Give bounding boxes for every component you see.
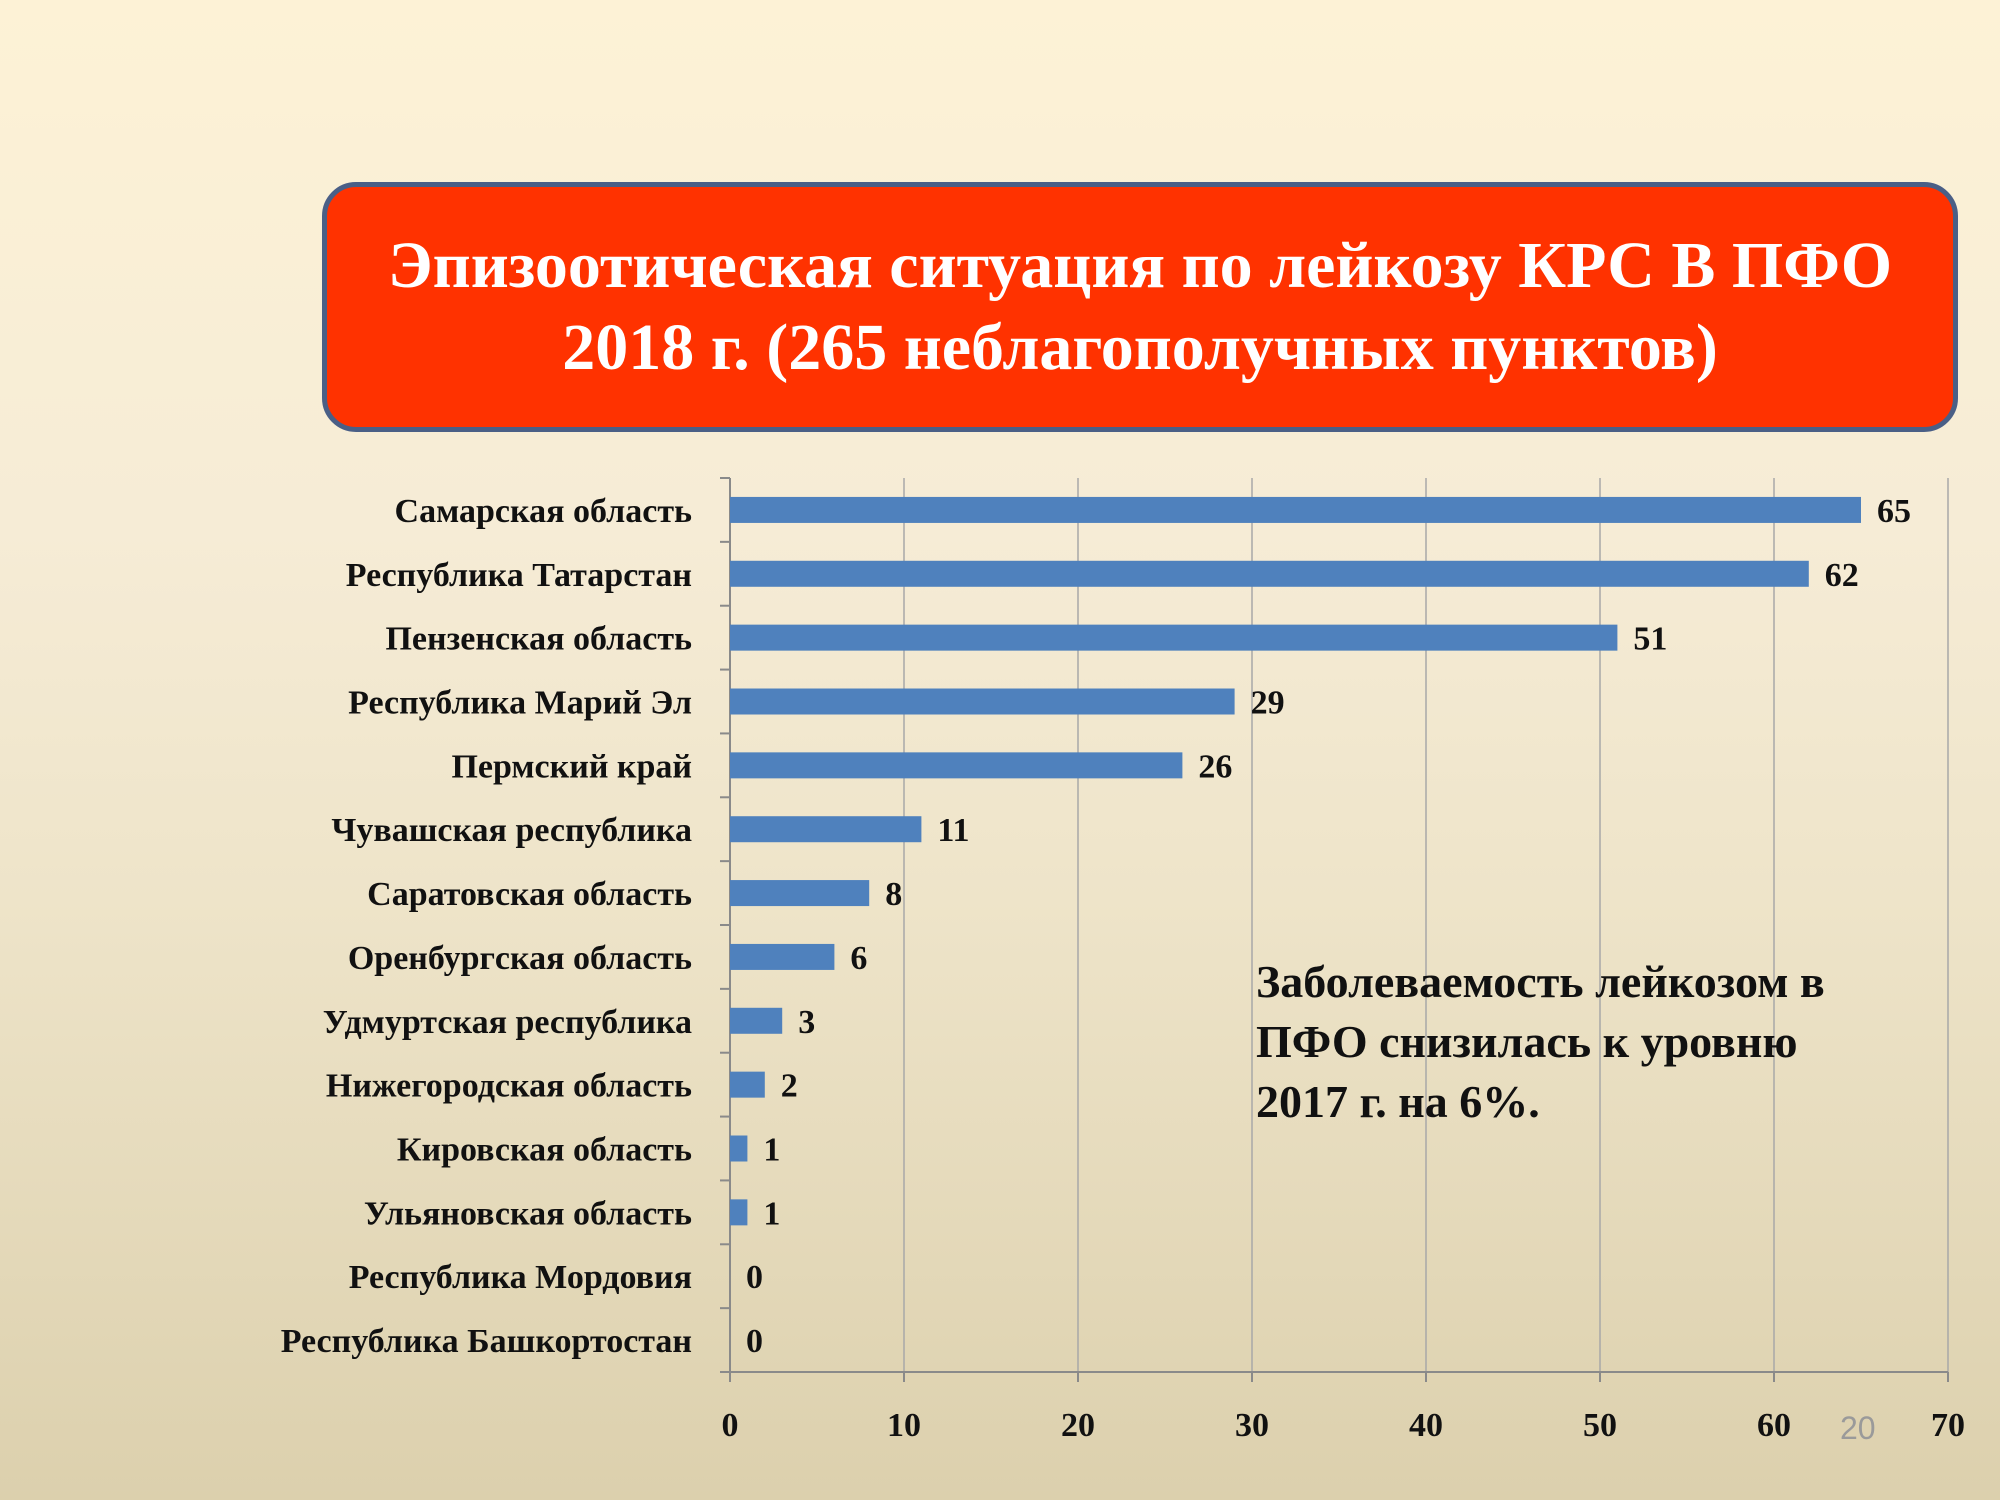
category-label-8: Удмуртская республика bbox=[323, 1004, 692, 1041]
category-label-7: Оренбургская область bbox=[348, 940, 692, 977]
x-tick-label-60: 60 bbox=[1757, 1407, 1791, 1444]
value-label-9: 2 bbox=[781, 1068, 798, 1105]
value-label-3: 29 bbox=[1251, 685, 1285, 722]
note-line-3: 2017 г. на 6%. bbox=[1256, 1076, 1540, 1127]
value-label-8: 3 bbox=[798, 1004, 815, 1041]
value-label-5: 11 bbox=[937, 812, 969, 849]
note-line-1: Заболеваемость лейкозом в bbox=[1256, 956, 1825, 1007]
value-label-12: 0 bbox=[746, 1259, 763, 1296]
category-label-4: Пермский край bbox=[451, 748, 692, 785]
bar-2 bbox=[730, 624, 1618, 651]
category-label-11: Ульяновская область bbox=[364, 1195, 692, 1232]
value-label-1: 62 bbox=[1825, 557, 1859, 594]
slide-title-line-2: 2018 г. (265 неблагополучных пунктов) bbox=[562, 311, 1718, 384]
bar-4 bbox=[730, 752, 1183, 779]
value-label-6: 8 bbox=[885, 876, 902, 913]
category-label-5: Чувашская республика bbox=[331, 812, 692, 849]
x-tick-label-20: 20 bbox=[1061, 1407, 1095, 1444]
x-tick-label-10: 10 bbox=[887, 1407, 921, 1444]
title-banner: Эпизоотическая ситуация по лейкозу КРС В… bbox=[322, 182, 1958, 432]
category-label-1: Республика Татарстан bbox=[346, 557, 692, 594]
bar-5 bbox=[730, 816, 922, 843]
value-label-11: 1 bbox=[763, 1195, 780, 1232]
category-label-10: Кировская область bbox=[397, 1132, 692, 1169]
bar-1 bbox=[730, 560, 1809, 587]
value-label-2: 51 bbox=[1633, 621, 1667, 658]
bar-9 bbox=[730, 1071, 765, 1098]
bar-3 bbox=[730, 688, 1235, 715]
category-label-3: Республика Марий Эл bbox=[348, 685, 692, 722]
value-label-4: 26 bbox=[1198, 748, 1232, 785]
x-tick-label-40: 40 bbox=[1409, 1407, 1443, 1444]
page-number: 20 bbox=[1840, 1410, 1876, 1446]
incidence-note: Заболеваемость лейкозом в ПФО снизилась … bbox=[1256, 952, 1916, 1132]
bar-0 bbox=[730, 496, 1861, 523]
bar-6 bbox=[730, 880, 870, 907]
bar-7 bbox=[730, 943, 835, 970]
bar-10 bbox=[730, 1135, 748, 1162]
category-label-13: Республика Башкортостан bbox=[281, 1323, 692, 1360]
value-label-10: 1 bbox=[763, 1132, 780, 1169]
x-tick-label-70: 70 bbox=[1931, 1407, 1965, 1444]
category-label-9: Нижегородская область bbox=[326, 1068, 692, 1105]
x-tick-label-30: 30 bbox=[1235, 1407, 1269, 1444]
note-line-2: ПФО снизилась к уровню bbox=[1256, 1016, 1798, 1067]
category-label-12: Республика Мордовия bbox=[349, 1259, 692, 1296]
value-label-13: 0 bbox=[746, 1323, 763, 1360]
x-tick-label-50: 50 bbox=[1583, 1407, 1617, 1444]
bar-8 bbox=[730, 1007, 783, 1034]
category-label-0: Самарская область bbox=[395, 493, 692, 530]
category-label-2: Пензенская область bbox=[385, 621, 692, 658]
value-label-0: 65 bbox=[1877, 493, 1911, 530]
category-label-6: Саратовская область bbox=[367, 876, 692, 913]
slide-title: Эпизоотическая ситуация по лейкозу КРС В… bbox=[388, 225, 1892, 389]
bar-11 bbox=[730, 1199, 748, 1226]
slide-title-line-1: Эпизоотическая ситуация по лейкозу КРС В… bbox=[387, 229, 1893, 302]
x-tick-label-0: 0 bbox=[722, 1407, 739, 1444]
value-label-7: 6 bbox=[850, 940, 867, 977]
